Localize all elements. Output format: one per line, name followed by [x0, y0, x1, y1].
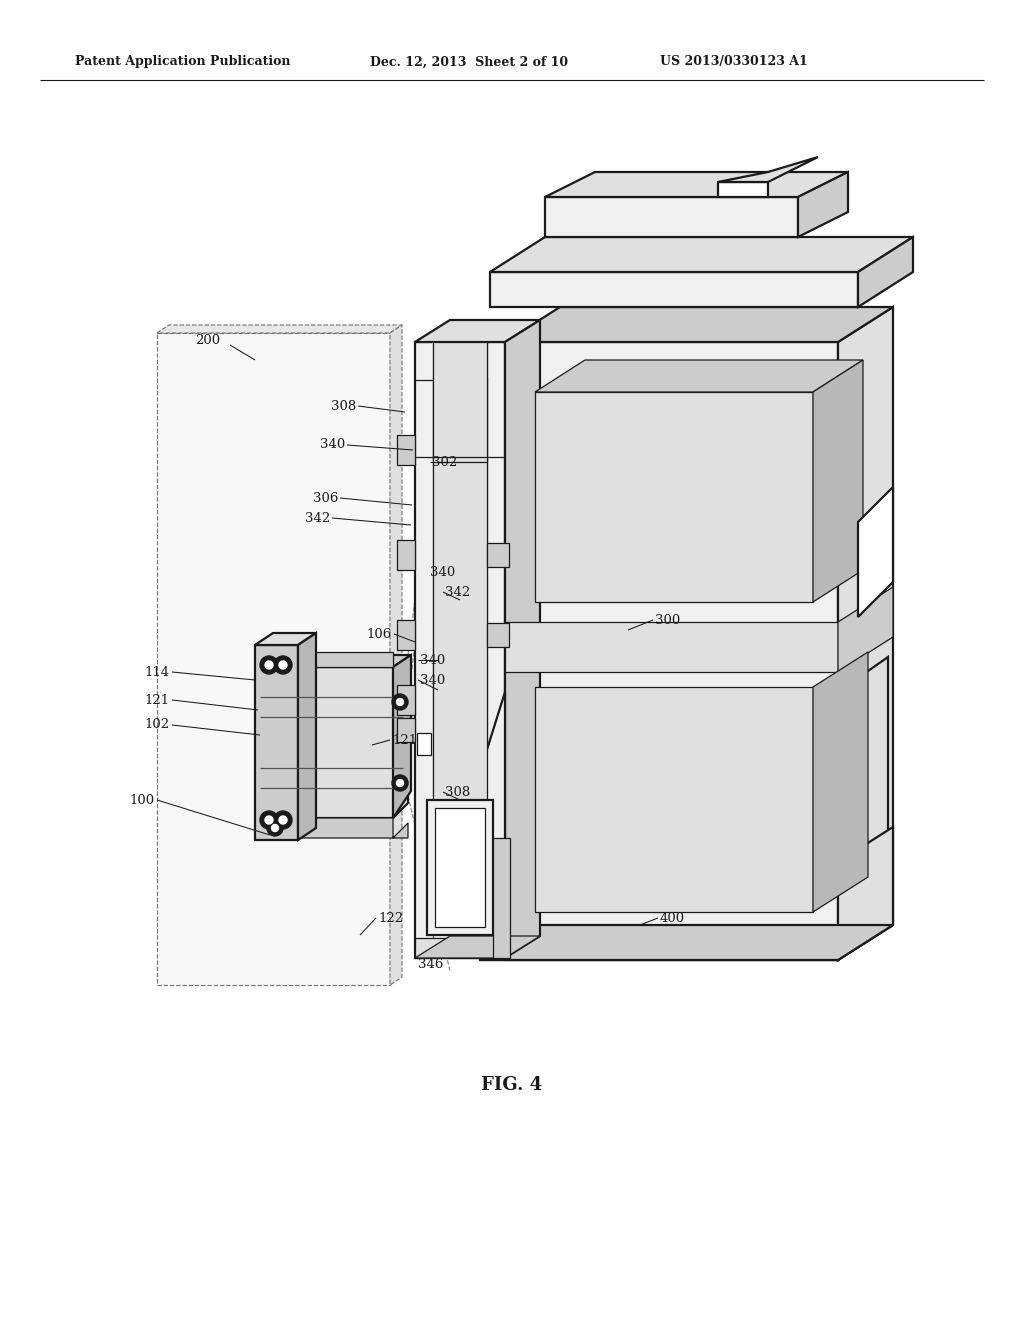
Polygon shape [493, 838, 510, 958]
Polygon shape [480, 925, 893, 960]
Circle shape [260, 810, 278, 829]
Polygon shape [535, 360, 863, 392]
Text: 340: 340 [420, 673, 445, 686]
Polygon shape [505, 319, 540, 958]
Text: Dec. 12, 2013  Sheet 2 of 10: Dec. 12, 2013 Sheet 2 of 10 [370, 55, 568, 69]
Polygon shape [415, 319, 540, 342]
Polygon shape [397, 540, 415, 570]
Text: US 2013/0330123 A1: US 2013/0330123 A1 [660, 55, 808, 69]
Polygon shape [505, 308, 893, 342]
Text: 346: 346 [418, 958, 443, 972]
Polygon shape [415, 936, 540, 958]
Text: 342: 342 [305, 511, 330, 524]
Circle shape [265, 661, 273, 669]
Circle shape [271, 825, 279, 832]
Circle shape [396, 780, 403, 787]
Text: 340: 340 [420, 653, 445, 667]
Polygon shape [427, 800, 493, 935]
Circle shape [265, 816, 273, 824]
Polygon shape [393, 655, 411, 818]
Polygon shape [490, 238, 913, 272]
Polygon shape [397, 718, 415, 742]
Text: 340: 340 [430, 565, 456, 578]
Polygon shape [487, 623, 509, 647]
Polygon shape [260, 667, 408, 818]
Polygon shape [505, 622, 838, 672]
Circle shape [279, 661, 287, 669]
Polygon shape [718, 157, 818, 182]
Polygon shape [433, 378, 487, 928]
Polygon shape [535, 392, 813, 602]
Polygon shape [157, 333, 390, 985]
Polygon shape [397, 685, 415, 715]
Polygon shape [480, 862, 838, 960]
Text: 400: 400 [660, 912, 685, 924]
Polygon shape [415, 342, 505, 958]
Polygon shape [268, 818, 408, 838]
Text: 100: 100 [130, 793, 155, 807]
Polygon shape [718, 182, 768, 197]
Polygon shape [268, 652, 393, 667]
Polygon shape [545, 197, 798, 238]
Text: 308: 308 [331, 400, 356, 412]
Polygon shape [798, 172, 848, 238]
Text: 342: 342 [445, 586, 470, 598]
Text: FIG. 4: FIG. 4 [481, 1076, 543, 1094]
Text: 114: 114 [144, 665, 170, 678]
Circle shape [396, 698, 403, 705]
Polygon shape [535, 686, 813, 912]
Polygon shape [838, 587, 893, 672]
Circle shape [392, 694, 408, 710]
Circle shape [392, 775, 408, 791]
Polygon shape [505, 342, 838, 960]
Polygon shape [490, 272, 858, 308]
Polygon shape [480, 692, 505, 921]
Text: 306: 306 [312, 491, 338, 504]
Text: 308: 308 [445, 785, 470, 799]
Polygon shape [298, 634, 316, 840]
Polygon shape [157, 325, 402, 333]
Polygon shape [487, 543, 509, 568]
Polygon shape [813, 360, 863, 602]
Polygon shape [435, 808, 485, 927]
Text: 121: 121 [392, 734, 417, 747]
Text: 106: 106 [367, 627, 392, 640]
Polygon shape [268, 655, 411, 667]
Circle shape [279, 816, 287, 824]
Text: 121: 121 [144, 693, 170, 706]
Circle shape [274, 656, 292, 675]
Polygon shape [858, 487, 893, 616]
Polygon shape [390, 325, 402, 985]
Polygon shape [813, 652, 868, 912]
Text: 122: 122 [378, 912, 403, 924]
Text: 300: 300 [655, 614, 680, 627]
Polygon shape [417, 733, 431, 755]
Polygon shape [255, 645, 298, 840]
Circle shape [274, 810, 292, 829]
Polygon shape [838, 828, 893, 960]
Text: 200: 200 [195, 334, 220, 346]
Circle shape [267, 820, 283, 836]
Circle shape [260, 656, 278, 675]
Text: Patent Application Publication: Patent Application Publication [75, 55, 291, 69]
Polygon shape [838, 308, 893, 960]
Polygon shape [415, 939, 505, 958]
Polygon shape [545, 172, 848, 197]
Polygon shape [397, 620, 415, 649]
Polygon shape [838, 657, 888, 921]
Text: 340: 340 [319, 438, 345, 451]
Polygon shape [397, 436, 415, 465]
Text: 302: 302 [432, 455, 458, 469]
Text: 102: 102 [144, 718, 170, 731]
Polygon shape [255, 634, 316, 645]
Polygon shape [858, 238, 913, 308]
Polygon shape [433, 342, 487, 462]
